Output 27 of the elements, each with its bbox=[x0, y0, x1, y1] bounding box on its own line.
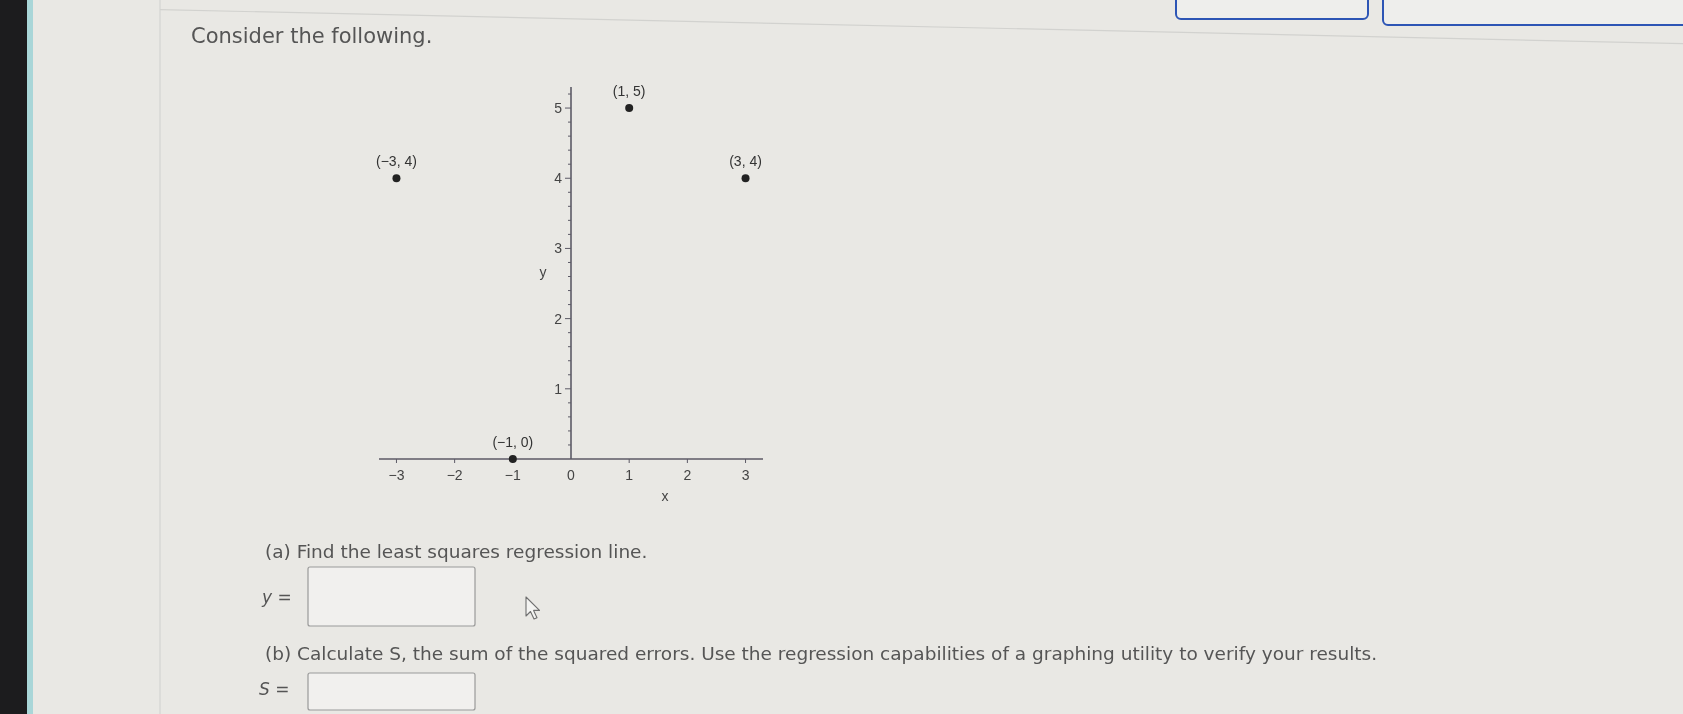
chart-title: Consider the following. bbox=[191, 24, 433, 48]
text: y = bbox=[261, 587, 292, 607]
x-tick-label: −2 bbox=[446, 467, 463, 483]
x-tick-label: 1 bbox=[625, 467, 634, 483]
point bbox=[625, 104, 634, 113]
annotation: (3, 4) bbox=[729, 153, 762, 170]
x-tick-label: 2 bbox=[683, 467, 692, 483]
annotation: (−1, 0) bbox=[492, 434, 534, 450]
x-tick-label: −1 bbox=[504, 467, 522, 483]
y-axis-title: y bbox=[539, 264, 547, 280]
y-tick-label: 5 bbox=[554, 100, 563, 117]
point bbox=[741, 174, 750, 183]
x-tick-label: 0 bbox=[567, 467, 576, 483]
y-tick-label: 4 bbox=[554, 170, 563, 187]
x-tick-label: −3 bbox=[388, 467, 405, 483]
x-tick-label: 3 bbox=[741, 467, 750, 483]
y-tick-label: 1 bbox=[554, 380, 563, 397]
point bbox=[392, 174, 401, 183]
x-axis-title: x bbox=[661, 488, 669, 504]
text: S = bbox=[259, 679, 290, 699]
text: (a) Find the least squares regression line. bbox=[265, 541, 648, 562]
y-tick-label: 3 bbox=[554, 240, 563, 257]
point bbox=[508, 455, 517, 463]
text: (b) Calculate S, the sum of the squared errors. Use the regression capabilities of a graphing utility to verify your results. bbox=[265, 643, 1378, 664]
annotation: (1, 5) bbox=[612, 83, 646, 100]
y-tick-label: 2 bbox=[554, 310, 563, 327]
annotation: (−3, 4) bbox=[376, 153, 417, 170]
